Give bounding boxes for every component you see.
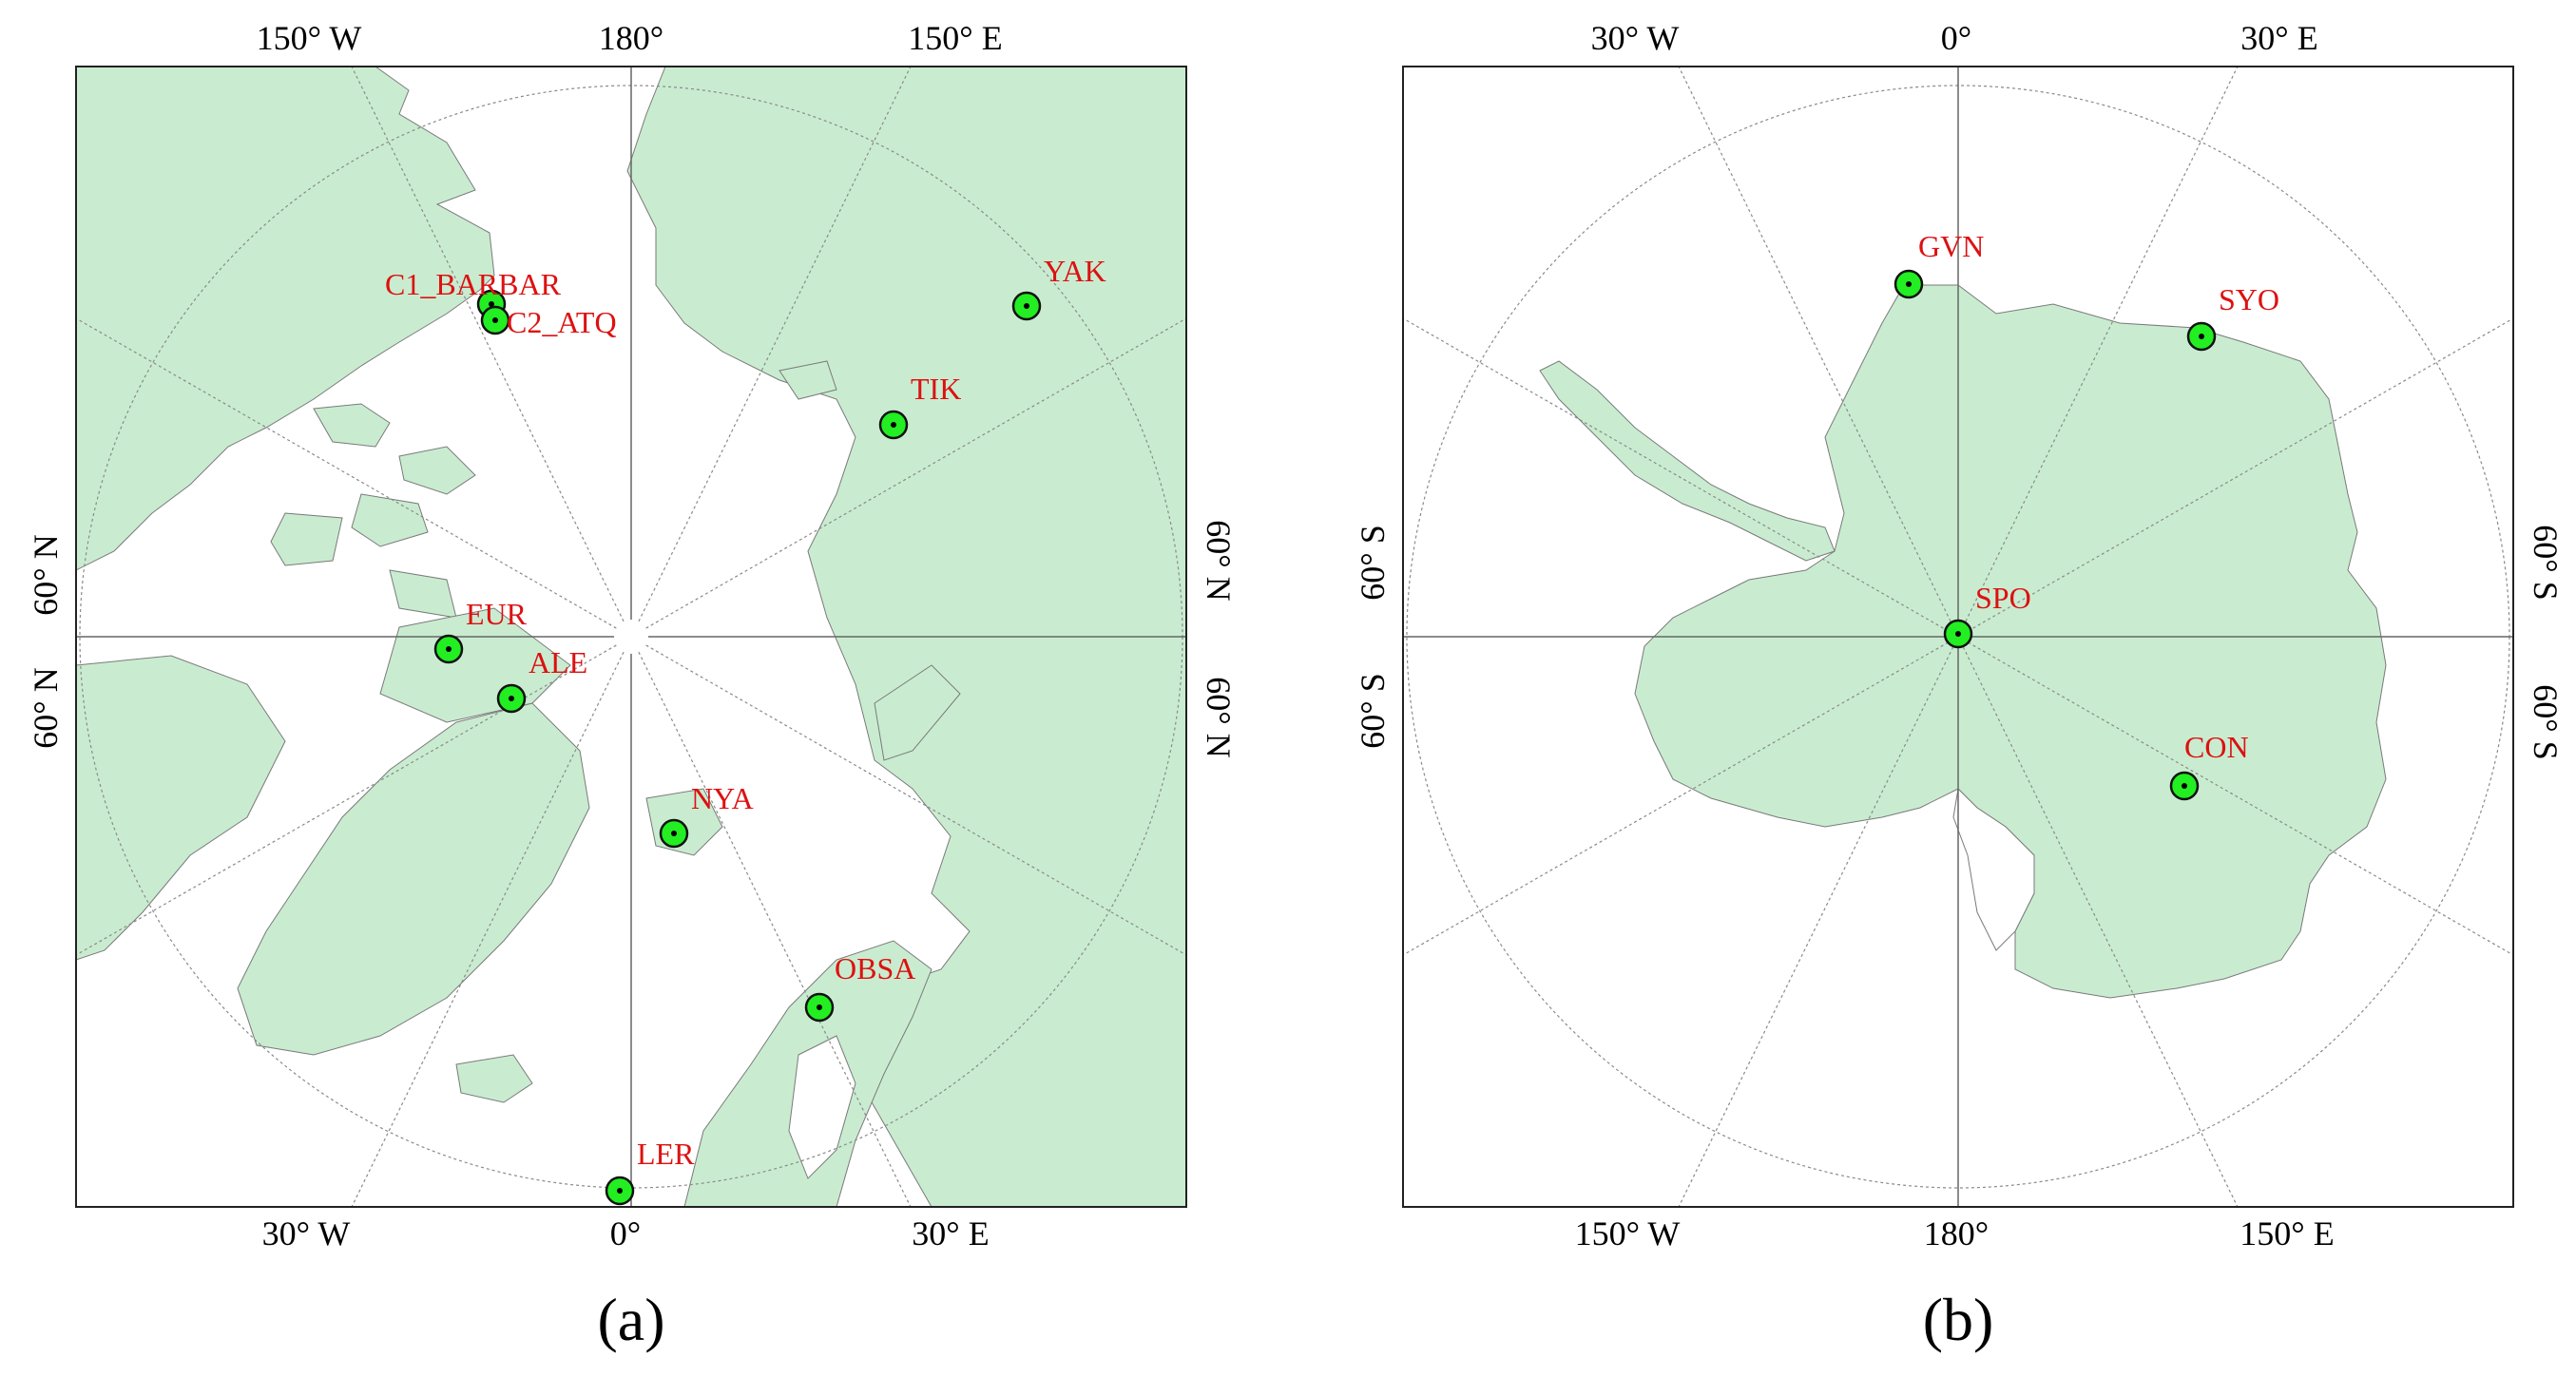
panel-b-top-label: 30° E [2240, 19, 2317, 57]
station-label: OBSA [835, 951, 915, 985]
panel-a-bottom-label: 0° [610, 1214, 641, 1253]
panel-a-stations: C1_BARBAR C2_ATQ YAK TIK EUR ALE NYA OBS… [385, 254, 1106, 1206]
station-label: YAK [1044, 254, 1106, 288]
panel-a-left-label: 60° N [27, 667, 65, 748]
station-label: SYO [2219, 282, 2279, 316]
station-marker [878, 410, 909, 440]
station-label: LER [637, 1137, 695, 1171]
station-label: CON [2184, 730, 2249, 764]
antarctic-peninsula [1539, 360, 1836, 562]
north-america-landmass [76, 67, 495, 571]
station-marker [605, 1176, 635, 1206]
panel-b-bottom-label: 150° E [2240, 1214, 2334, 1253]
antarctica-landmass [1634, 284, 2387, 999]
panel-b-left-label: 60° S [1354, 673, 1392, 748]
baffin-region [76, 655, 286, 961]
panel-a-right-label: 60° N [1200, 520, 1238, 601]
archipelago-island [270, 512, 343, 566]
panel-a-caption: (a) [597, 1286, 664, 1353]
panel-a-left-label: 60° N [27, 534, 65, 615]
station-marker [1943, 619, 1973, 649]
station-label: C1_BARBAR [385, 267, 562, 301]
station-marker [496, 683, 527, 714]
archipelago-island [351, 493, 429, 547]
station-marker [433, 634, 464, 664]
panel-b-right-label: 60° S [2527, 684, 2565, 759]
station-marker [2169, 771, 2200, 801]
station-label: TIK [911, 372, 961, 406]
severnaya-zemlya [779, 360, 837, 400]
station-marker [480, 305, 510, 335]
station-marker [1011, 291, 1042, 321]
panel-a-bottom-label: 30° W [262, 1214, 351, 1253]
station-label: NYA [691, 781, 754, 815]
panel-a-top-label: 180° [599, 19, 663, 57]
panel-b-top-label: 0° [1941, 19, 1971, 57]
panel-a-bottom-label: 30° E [912, 1214, 989, 1253]
station-label: GVN [1918, 229, 1984, 263]
station-marker [2186, 321, 2217, 352]
station-label: C2_ATQ [507, 305, 617, 339]
panel-b-right-label: 60° S [2527, 525, 2565, 600]
panel-b-caption: (b) [1923, 1286, 1994, 1353]
panel-a-top-label: 150° E [908, 19, 1002, 57]
station-label: EUR [466, 597, 528, 631]
panel-b-left-label: 60° S [1354, 525, 1392, 600]
panel-b-stations: GVN SYO SPO CON [1894, 229, 2279, 801]
novaya-zemlya [874, 664, 961, 761]
station-marker [1894, 269, 1924, 299]
station-marker [659, 818, 689, 849]
station-label: SPO [1975, 581, 2031, 615]
panel-a-map [75, 66, 1187, 1208]
panel-b-bottom-label: 180° [1924, 1214, 1989, 1253]
archipelago-island [398, 446, 476, 495]
greenland-landmass [237, 702, 590, 1056]
panel-b-top-label: 30° W [1591, 19, 1680, 57]
iceland-landmass [455, 1054, 533, 1103]
baltic-sea [788, 1035, 856, 1179]
archipelago-island [313, 403, 391, 448]
panel-b-bottom-label: 150° W [1575, 1214, 1681, 1253]
ross-sea [1952, 787, 2035, 951]
panel-a-top-label: 150° W [257, 19, 362, 57]
panel-a-right-label: 60° N [1200, 677, 1238, 757]
station-label: ALE [529, 645, 587, 679]
station-marker [804, 992, 835, 1023]
